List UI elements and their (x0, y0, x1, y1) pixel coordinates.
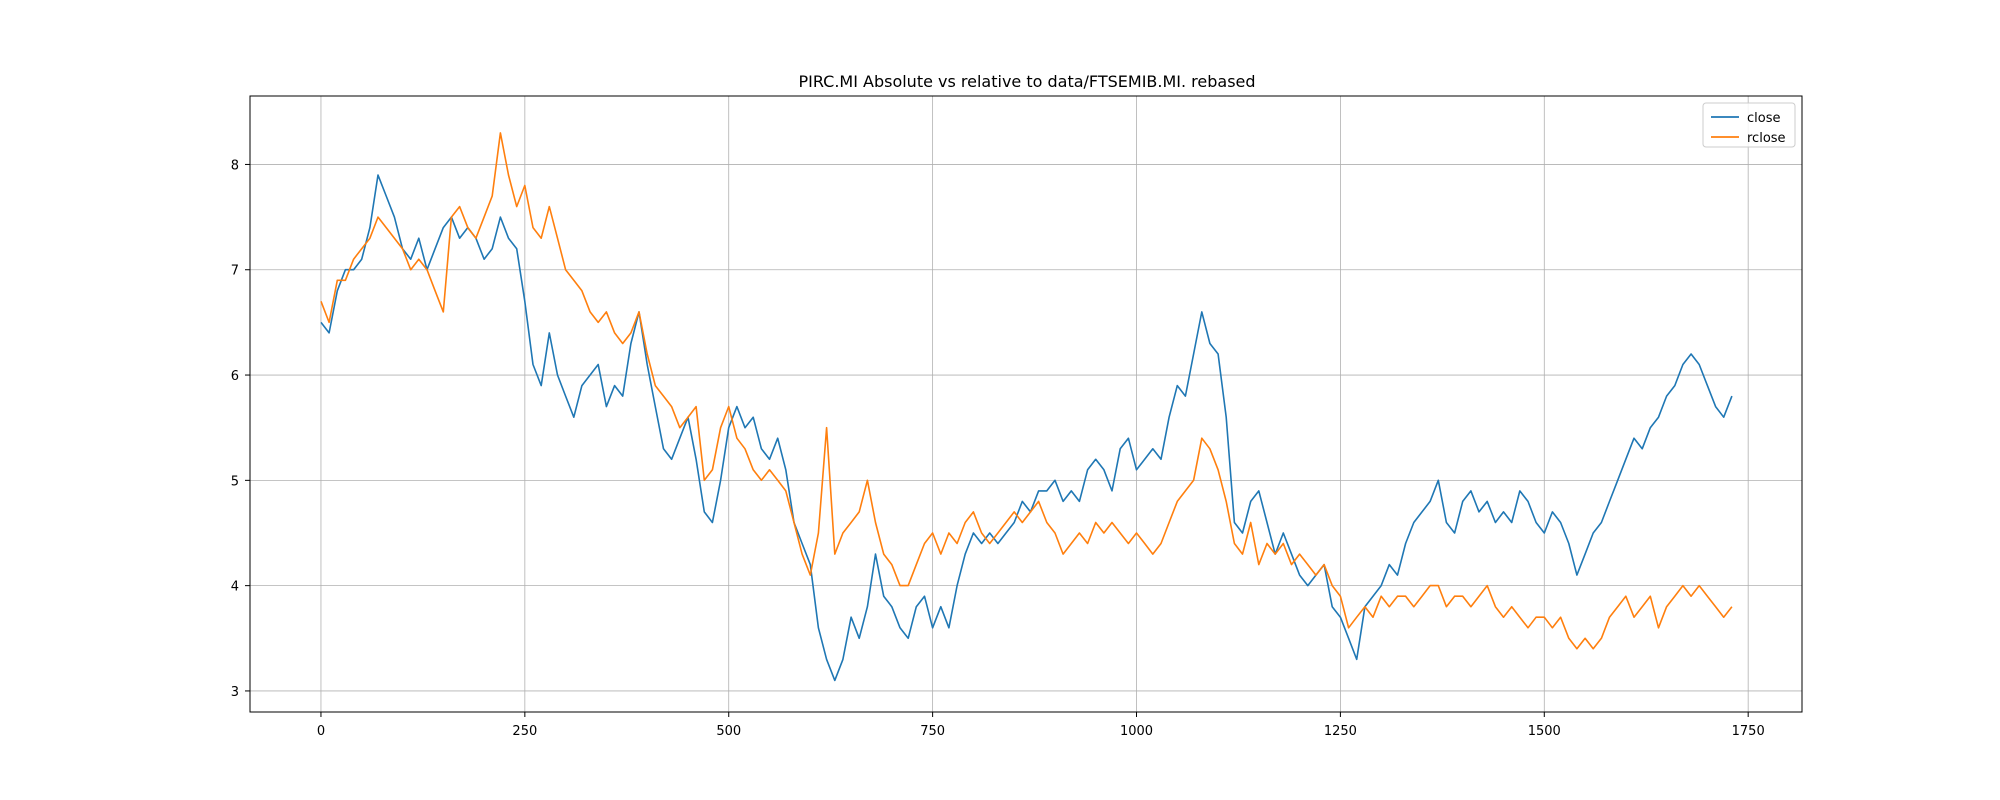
legend-label-rclose: rclose (1747, 131, 1786, 146)
y-tick-label: 8 (231, 158, 239, 173)
y-tick-label: 6 (231, 369, 239, 384)
x-tick-label: 0 (317, 724, 325, 739)
plot-area-frame (249, 95, 1803, 713)
series-line-close (320, 174, 1733, 682)
y-tick-label: 4 (231, 580, 239, 595)
legend-box (1702, 102, 1796, 148)
x-tick-label: 1000 (1120, 724, 1153, 739)
y-tick-label: 3 (231, 685, 239, 700)
grid (250, 96, 1802, 712)
x-tick-label: 1500 (1528, 724, 1561, 739)
chart-title: PIRC.MI Absolute vs relative to data/FTS… (798, 72, 1255, 91)
x-tick-label: 1750 (1732, 724, 1765, 739)
series-lines (320, 132, 1733, 682)
legend-label-close: close (1747, 111, 1780, 126)
y-tick-label: 7 (231, 264, 239, 279)
legend: close rclose (1702, 102, 1796, 148)
x-tick-label: 1250 (1324, 724, 1357, 739)
series-line-rclose (320, 132, 1733, 650)
x-tick-label: 750 (920, 724, 945, 739)
axis-ticks: 0 250 500 750 1000 1250 1500 1750 3 4 5 6 7 8 (231, 158, 1765, 739)
x-tick-label: 250 (512, 724, 537, 739)
x-tick-label: 500 (716, 724, 741, 739)
y-tick-label: 5 (231, 474, 239, 489)
